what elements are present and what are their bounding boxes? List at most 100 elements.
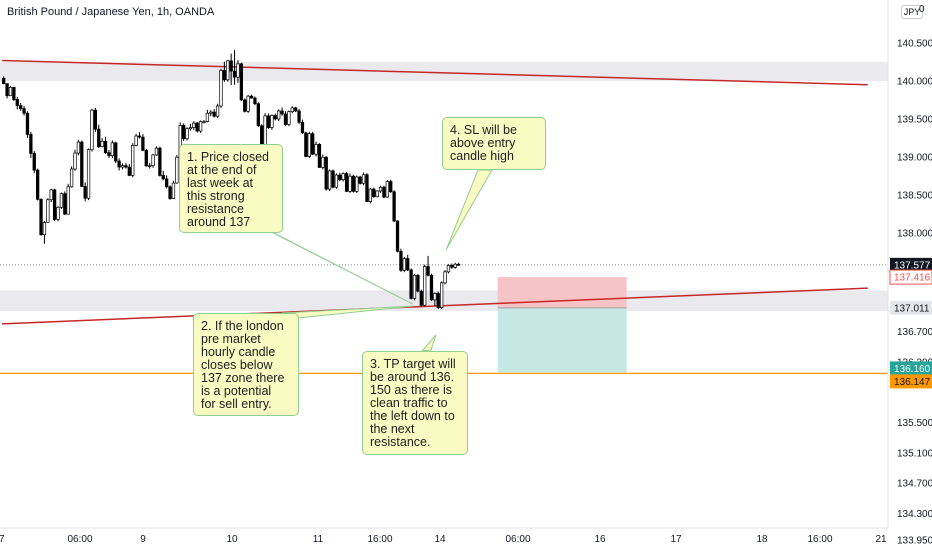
candle-body-24 <box>83 186 87 199</box>
candle-59 <box>202 120 206 124</box>
candle-body-81 <box>277 110 281 120</box>
time-tick-label: 16 <box>594 534 606 545</box>
candle-body-63 <box>215 105 220 117</box>
candle-120 <box>409 268 413 300</box>
price-tick-label: 139.500 <box>897 114 932 125</box>
candle-body-49 <box>168 186 172 199</box>
candle-body-12 <box>42 222 47 235</box>
annotation-note-1[interactable]: 1. Price closed at the end of last week … <box>179 144 283 233</box>
price-label-bg-1 <box>889 269 932 285</box>
price-label-bg-3 <box>890 361 932 376</box>
candle-body-45 <box>154 147 159 156</box>
candle-body-133 <box>453 263 457 268</box>
price-tick-label: 139.000 <box>897 152 932 163</box>
candle-9 <box>32 151 36 174</box>
candle-37 <box>127 164 131 177</box>
candle-body-87 <box>297 110 301 123</box>
candle-body-107 <box>365 174 369 202</box>
candle-88 <box>300 119 305 135</box>
candle-body-65 <box>222 69 227 81</box>
annotation-pointer-4 <box>445 169 493 251</box>
candle-body-42 <box>144 150 148 167</box>
candle-body-120 <box>409 269 413 299</box>
take-profit-zone <box>497 307 627 373</box>
candle-body-31 <box>107 152 111 157</box>
candle-body-108 <box>368 188 373 202</box>
candle-49 <box>168 185 172 200</box>
candle-body-92 <box>314 143 318 155</box>
currency-badge[interactable]: JPY <box>901 5 923 19</box>
candle-103 <box>351 174 356 193</box>
candle-body-109 <box>372 188 376 198</box>
candle-body-27 <box>93 109 98 130</box>
price-tick-label: 135.500 <box>897 418 932 429</box>
candle-body-69 <box>236 63 240 78</box>
candle-body-23 <box>80 141 84 187</box>
candle-body-64 <box>219 69 223 107</box>
annotation-pointer-1 <box>271 231 414 305</box>
candle-body-122 <box>416 274 420 292</box>
price-label-1: 137.416 <box>889 269 932 285</box>
candle-body-1 <box>5 83 9 97</box>
candle-113 <box>385 179 389 198</box>
candle-body-7 <box>25 112 30 135</box>
candle-134 <box>456 262 461 266</box>
candle-18 <box>63 191 67 215</box>
candle-98 <box>334 173 339 189</box>
candle-body-66 <box>226 60 230 81</box>
candle-body-28 <box>97 128 101 147</box>
candle-body-93 <box>317 143 322 168</box>
candle-body-38 <box>131 145 135 176</box>
candle-22 <box>76 139 81 156</box>
candle-53 <box>181 123 186 141</box>
candle-body-103 <box>351 175 356 192</box>
candle-body-90 <box>307 133 311 157</box>
candle-38 <box>131 143 135 178</box>
candle-body-127 <box>433 293 437 301</box>
candle-body-30 <box>103 140 108 154</box>
time-tick-label: 14 <box>434 534 446 545</box>
candle-body-132 <box>450 265 454 268</box>
candle-1 <box>5 83 9 99</box>
candle-body-36 <box>124 165 128 168</box>
candle-body-68 <box>232 70 237 78</box>
candle-92 <box>314 141 318 157</box>
candle-body-70 <box>239 63 243 101</box>
candle-body-99 <box>338 174 342 180</box>
candle-33 <box>114 141 118 163</box>
candle-114 <box>389 179 393 193</box>
candle-4 <box>15 96 19 110</box>
candle-125 <box>426 255 430 277</box>
candle-body-74 <box>253 97 257 105</box>
candle-body-95 <box>324 156 328 190</box>
price-tick-label: 134.300 <box>897 509 932 520</box>
annotation-note-4[interactable]: 4. SL will be above entry candle high <box>442 117 546 170</box>
candle-body-14 <box>49 189 53 201</box>
candle-95 <box>324 156 328 191</box>
candle-body-72 <box>246 95 250 112</box>
candle-106 <box>361 172 366 186</box>
candle-body-117 <box>399 250 403 271</box>
candle-90 <box>307 131 311 158</box>
candle-body-124 <box>423 266 427 306</box>
candle-6 <box>22 105 26 116</box>
candle-25 <box>86 148 91 201</box>
annotation-note-3[interactable]: 3. TP target will be around 136. 150 as … <box>362 351 468 455</box>
candle-121 <box>412 274 417 301</box>
candle-body-82 <box>280 110 284 115</box>
candle-body-48 <box>165 178 169 188</box>
candle-117 <box>399 248 403 272</box>
candle-14 <box>49 188 53 203</box>
candle-body-97 <box>331 170 335 188</box>
candle-29 <box>100 138 104 148</box>
annotation-note-2[interactable]: 2. If the london pre market hourly candl… <box>193 313 299 416</box>
candle-41 <box>141 134 145 152</box>
candle-96 <box>327 169 332 192</box>
candle-61 <box>209 110 213 117</box>
candle-64 <box>219 68 223 108</box>
candle-body-17 <box>59 193 64 208</box>
candle-8 <box>29 131 33 158</box>
candle-body-116 <box>395 220 400 252</box>
